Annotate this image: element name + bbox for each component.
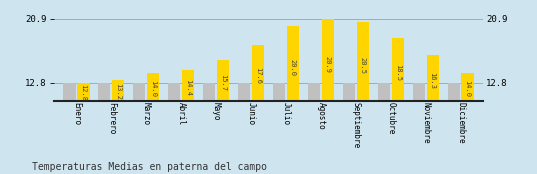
Bar bbox=[378, 83, 390, 101]
Text: 18.5: 18.5 bbox=[395, 64, 401, 81]
Bar bbox=[203, 83, 215, 101]
Bar bbox=[308, 83, 320, 101]
Bar bbox=[147, 73, 159, 101]
Bar bbox=[98, 83, 111, 101]
Bar bbox=[77, 83, 90, 101]
Text: 15.7: 15.7 bbox=[220, 74, 226, 91]
Bar bbox=[322, 19, 334, 101]
Text: 20.9: 20.9 bbox=[325, 56, 331, 73]
Bar bbox=[63, 83, 76, 101]
Bar bbox=[426, 55, 439, 101]
Bar bbox=[287, 26, 299, 101]
Bar bbox=[133, 83, 146, 101]
Bar bbox=[182, 70, 194, 101]
Bar bbox=[112, 80, 125, 101]
Text: 13.2: 13.2 bbox=[115, 83, 121, 100]
Bar bbox=[447, 83, 460, 101]
Text: 14.0: 14.0 bbox=[465, 80, 470, 97]
Bar bbox=[412, 83, 425, 101]
Bar bbox=[238, 83, 250, 101]
Bar bbox=[168, 83, 180, 101]
Bar bbox=[343, 83, 355, 101]
Text: 12.8: 12.8 bbox=[81, 84, 86, 101]
Text: 14.0: 14.0 bbox=[150, 80, 156, 97]
Bar bbox=[273, 83, 285, 101]
Text: 14.4: 14.4 bbox=[185, 79, 191, 96]
Bar bbox=[391, 38, 404, 101]
Text: 16.3: 16.3 bbox=[430, 72, 436, 89]
Text: 20.0: 20.0 bbox=[290, 59, 296, 76]
Text: Temperaturas Medias en paterna del campo: Temperaturas Medias en paterna del campo bbox=[32, 162, 267, 172]
Bar bbox=[252, 45, 264, 101]
Bar bbox=[357, 22, 369, 101]
Bar bbox=[217, 60, 229, 101]
Text: 20.5: 20.5 bbox=[360, 57, 366, 74]
Text: 17.6: 17.6 bbox=[255, 67, 261, 84]
Bar bbox=[461, 73, 474, 101]
